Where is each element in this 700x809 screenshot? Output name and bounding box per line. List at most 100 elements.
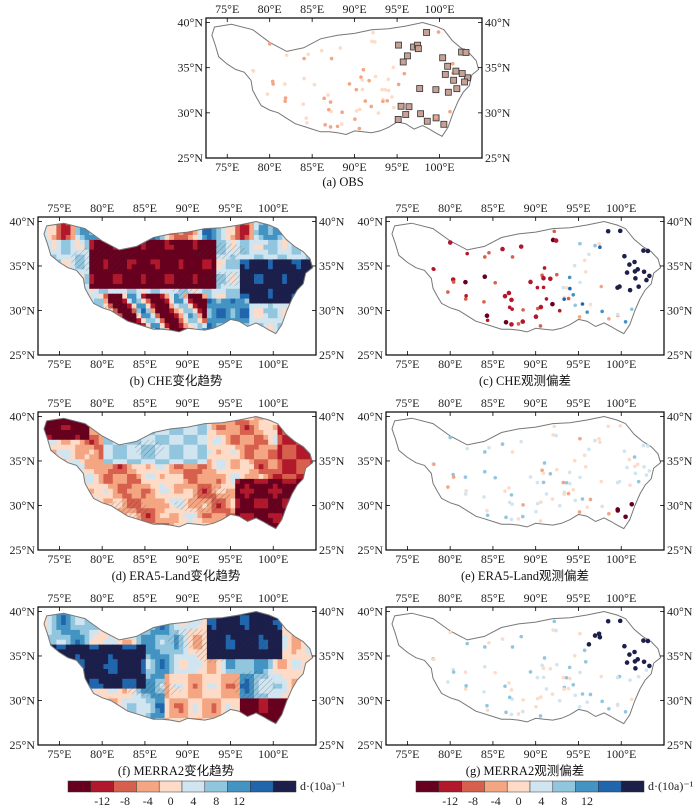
field-cell	[117, 424, 123, 430]
field-cell	[225, 712, 232, 718]
field-cell	[56, 463, 62, 470]
field-cell	[56, 478, 62, 484]
field-cell	[263, 307, 269, 314]
field-cell	[56, 527, 62, 529]
field-cell	[225, 419, 232, 426]
lat-label-left: 35°N	[178, 61, 204, 75]
field-cell	[192, 512, 199, 519]
field-cell	[44, 307, 48, 314]
field-cell	[202, 678, 208, 684]
field-cell	[230, 444, 236, 450]
field-cell	[94, 424, 100, 430]
field-cell	[178, 332, 184, 334]
field-cell	[103, 478, 109, 484]
field-cell	[291, 507, 297, 514]
field-cell	[145, 224, 152, 231]
field-cell	[225, 332, 232, 334]
field-cell	[263, 424, 269, 430]
field-cell	[94, 512, 100, 519]
field-cell	[159, 458, 166, 465]
field-cell	[286, 468, 293, 474]
field-cell	[301, 298, 307, 304]
lat-label-left: 35°N	[10, 649, 36, 663]
field-cell	[286, 624, 293, 630]
field-cell	[61, 619, 67, 625]
field-cell	[286, 332, 293, 334]
field-cell	[272, 293, 279, 299]
field-cell	[301, 522, 307, 528]
field-cell	[291, 468, 297, 474]
field-cell	[301, 658, 307, 665]
field-cell	[65, 327, 72, 333]
field-cell	[268, 234, 274, 240]
lat-label-left: 30°N	[10, 693, 36, 707]
field-cell	[174, 221, 180, 226]
field-cell	[145, 307, 152, 314]
field-cell	[206, 268, 213, 275]
field-cell	[159, 527, 166, 529]
field-cell	[65, 517, 72, 523]
field-cell	[84, 648, 90, 655]
field-cell	[84, 424, 90, 430]
field-cell	[103, 224, 109, 231]
field-cell	[230, 634, 236, 640]
field-cell	[169, 439, 175, 445]
field-cell	[169, 234, 175, 240]
field-cell	[310, 517, 313, 523]
field-cell	[169, 298, 175, 304]
field-cell	[258, 458, 264, 465]
field-cell	[141, 668, 147, 674]
station-marker	[357, 107, 362, 112]
field-cell	[70, 624, 76, 630]
field-cell	[108, 663, 114, 669]
field-cell	[206, 448, 213, 455]
field-cell	[159, 327, 166, 333]
field-cell	[108, 717, 114, 723]
field-cell	[291, 312, 297, 319]
field-cell	[164, 488, 170, 494]
field-cell	[268, 722, 274, 724]
field-cell	[61, 434, 67, 440]
lon-label-top: 100°E	[424, 2, 454, 16]
field-cell	[197, 448, 203, 455]
field-cell	[291, 224, 297, 231]
field-cell	[70, 468, 76, 474]
field-cell	[258, 434, 264, 440]
field-cell	[159, 611, 166, 616]
station-marker	[322, 96, 326, 101]
field-cell	[70, 307, 76, 314]
field-cell	[79, 648, 86, 655]
field-cell	[56, 273, 62, 279]
field-cell	[272, 624, 279, 630]
field-cell	[225, 619, 232, 625]
field-cell	[103, 221, 109, 226]
field-cell	[188, 419, 194, 426]
field-cell	[268, 424, 274, 430]
station-marker	[519, 634, 523, 639]
field-cell	[174, 478, 180, 484]
field-cell	[216, 507, 222, 514]
field-cell	[75, 239, 81, 245]
field-cell	[150, 288, 156, 294]
field-cell	[159, 473, 166, 479]
field-cell	[169, 663, 175, 669]
field-cell	[89, 453, 95, 460]
field-cell	[310, 312, 313, 319]
field-cell	[225, 468, 232, 474]
field-cell	[282, 668, 288, 674]
field-cell	[301, 429, 307, 435]
field-cell	[272, 688, 279, 694]
field-cell	[178, 416, 184, 421]
field-cell	[65, 322, 72, 328]
field-cell	[268, 439, 274, 445]
field-cell	[202, 302, 208, 309]
field-cell	[47, 488, 53, 494]
field-cell	[127, 229, 133, 235]
field-cell	[103, 507, 109, 514]
field-cell	[61, 717, 67, 723]
field-cell	[141, 249, 147, 255]
field-cell	[79, 439, 86, 445]
field-cell	[103, 643, 109, 650]
field-cell	[211, 221, 217, 226]
field-cell	[282, 244, 288, 250]
